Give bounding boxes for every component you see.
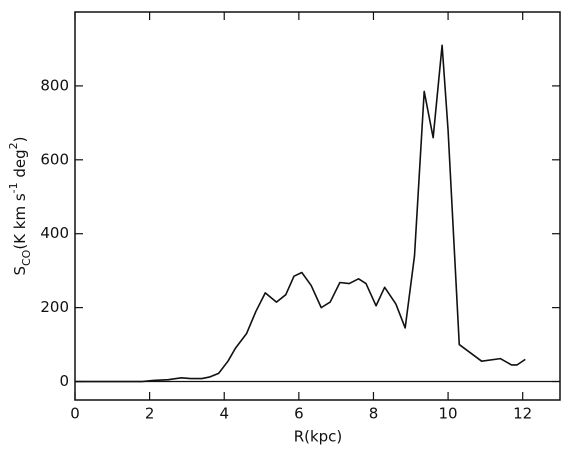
y-axis-label: SCO(K km s-1 deg2) [7, 136, 33, 275]
y-tick-label: 600 [40, 150, 69, 168]
y-axis-label-part: -1 [7, 182, 20, 193]
y-axis-label-part: (K km s [11, 193, 29, 250]
x-tick-label: 8 [369, 405, 379, 423]
x-tick-label: 4 [219, 405, 229, 423]
x-tick-label: 12 [513, 405, 532, 423]
y-tick-label: 400 [40, 224, 69, 242]
y-tick-label: 0 [59, 372, 69, 390]
y-axis-label-part: CO [20, 249, 33, 266]
y-tick-label: 800 [40, 76, 69, 94]
x-tick-label: 6 [294, 405, 304, 423]
y-tick-label: 200 [40, 298, 69, 316]
x-axis-label: R(kpc) [294, 428, 343, 446]
y-axis-label-part: ) [11, 136, 29, 142]
y-axis-label-part: S [11, 266, 29, 276]
x-tick-label: 2 [145, 405, 155, 423]
y-axis-label-part: 2 [7, 142, 20, 149]
y-axis-label-part: deg [11, 149, 29, 182]
x-tick-label: 0 [70, 405, 80, 423]
x-tick-label: 10 [439, 405, 458, 423]
data-line [75, 44, 526, 383]
plot-frame [74, 11, 561, 401]
